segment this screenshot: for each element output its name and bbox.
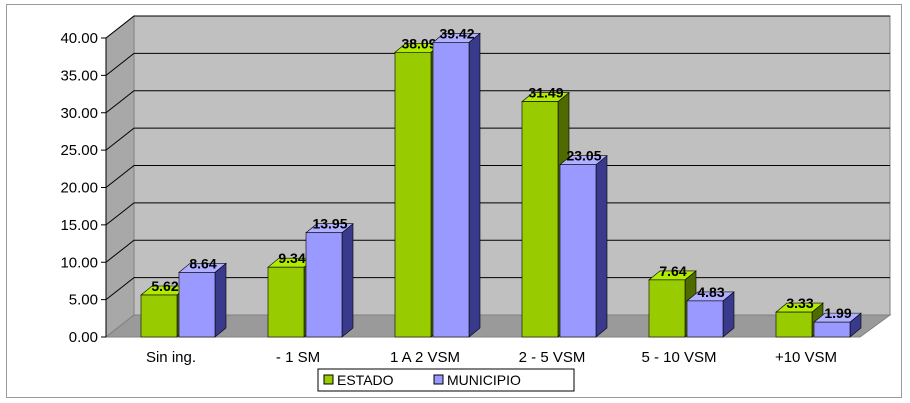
bar-side <box>468 32 481 338</box>
x-category-label: 2 - 5 VSM <box>519 349 586 366</box>
x-category-label: Sin ing. <box>146 349 196 366</box>
bar-municipio <box>686 300 724 338</box>
gridline <box>105 52 890 76</box>
x-category-label: 5 - 10 VSM <box>641 349 716 366</box>
bar-side <box>214 262 227 338</box>
bar-estado <box>648 279 686 338</box>
gridline <box>105 165 890 188</box>
legend-label: MUNICIPIO <box>447 372 521 388</box>
x-category-label: 1 A 2 VSM <box>390 349 460 366</box>
bar-municipio <box>305 232 343 338</box>
data-label: 31.49 <box>528 85 563 101</box>
gridline <box>105 239 890 263</box>
y-tick-label: 25.00 <box>60 142 98 159</box>
legend-label: ESTADO <box>337 372 394 388</box>
y-tick-label: 0.00 <box>69 329 98 346</box>
bar-estado <box>267 266 305 338</box>
legend <box>317 368 575 392</box>
data-label: 39.42 <box>439 25 474 41</box>
bar-estado <box>775 311 813 338</box>
data-label: 1.99 <box>824 305 851 321</box>
data-label: 4.83 <box>697 284 724 300</box>
data-label: 38.09 <box>401 35 436 51</box>
gridline <box>105 277 890 301</box>
gridline <box>105 15 890 39</box>
bar-municipio <box>813 321 851 338</box>
data-label: 8.64 <box>189 255 216 271</box>
x-category-label: - 1 SM <box>276 349 320 366</box>
y-tick-label: 10.00 <box>60 254 98 271</box>
data-label: 3.33 <box>786 295 813 311</box>
bar-estado <box>394 51 432 338</box>
gridline <box>105 202 890 226</box>
y-tick-label: 40.00 <box>60 30 98 47</box>
x-category-label: +10 VSM <box>775 349 837 366</box>
gridline <box>105 90 890 114</box>
bar-municipio <box>178 272 216 338</box>
y-tick-label: 30.00 <box>60 105 98 122</box>
gridline <box>105 127 890 151</box>
data-label: 7.64 <box>659 263 686 279</box>
bar-estado <box>521 101 559 338</box>
y-tick-label: 15.00 <box>60 217 98 234</box>
data-label: 13.95 <box>312 216 347 232</box>
y-tick-label: 5.00 <box>69 292 98 309</box>
data-label: 23.05 <box>566 148 601 164</box>
data-label: 5.62 <box>151 278 178 294</box>
bar-side <box>341 223 354 338</box>
legend-swatch <box>433 374 444 385</box>
bar-municipio <box>559 164 597 338</box>
legend-swatch <box>323 374 334 385</box>
bar-side <box>595 155 608 338</box>
bar-municipio <box>432 42 470 338</box>
bar-estado <box>140 294 178 338</box>
y-tick-label: 20.00 <box>60 180 98 197</box>
y-tick-label: 35.00 <box>60 67 98 84</box>
data-label: 9.34 <box>278 250 305 266</box>
